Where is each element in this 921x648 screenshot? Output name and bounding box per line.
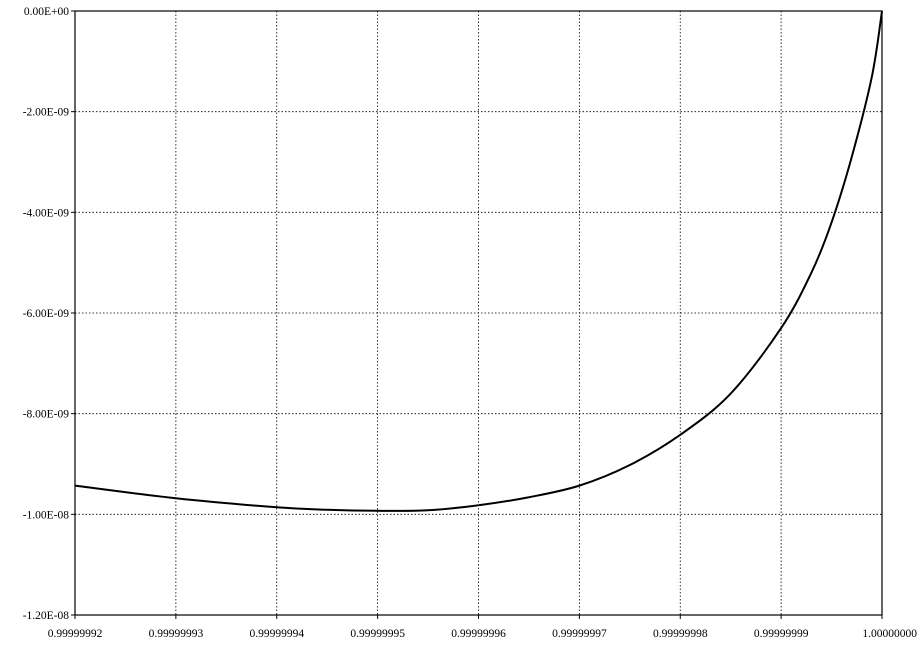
x-tick-label: 0.99999993 (149, 628, 204, 640)
x-axis-ticks: 0.99999992 0.99999993 0.99999994 0.99999995… (48, 615, 917, 640)
y-axis-ticks: 0.00E+00 -2.00E-09 -4.00E-09 -6.00E-09 -8.00… (23, 6, 75, 622)
x-tick-label: 0.99999997 (552, 628, 607, 640)
y-tick-label: -4.00E-09 (23, 207, 70, 219)
grid (75, 11, 882, 615)
y-tick-label: -8.00E-09 (23, 409, 70, 421)
x-tick-label: 1.00000000 (862, 628, 917, 640)
x-tick-label: 0.99999996 (451, 628, 506, 640)
y-tick-label: -1.00E-08 (23, 509, 70, 521)
x-tick-label: 0.99999995 (350, 628, 405, 640)
y-tick-label: -6.00E-09 (23, 308, 70, 320)
y-tick-label: 0.00E+00 (24, 6, 69, 18)
series (74, 10, 883, 512)
y-tick-label: -2.00E-09 (23, 107, 70, 119)
x-tick-label: 0.99999998 (653, 628, 708, 640)
series-line (74, 10, 883, 512)
x-tick-label: 0.99999999 (754, 628, 809, 640)
x-tick-label: 0.99999992 (48, 628, 103, 640)
y-tick-label: -1.20E-08 (23, 610, 70, 622)
x-tick-label: 0.99999994 (249, 628, 304, 640)
